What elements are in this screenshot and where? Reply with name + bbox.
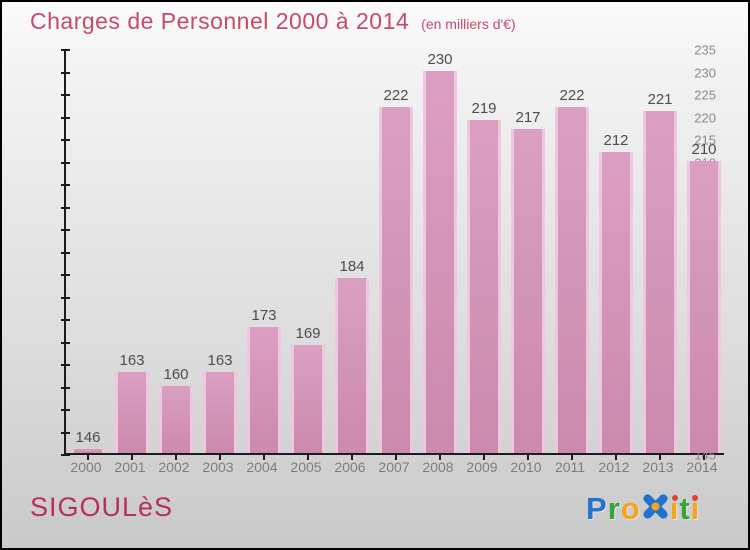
bar [335, 277, 369, 453]
bar-value-label: 169 [295, 325, 321, 342]
logo-letter: P [586, 491, 608, 526]
x-axis-tick [175, 455, 177, 460]
y-axis-tick [61, 49, 70, 51]
y-axis-tick [61, 184, 70, 186]
x-axis-tick [263, 455, 265, 460]
y-axis-tick [61, 296, 70, 299]
x-axis-tick [219, 455, 221, 460]
y-tick-label: 220 [694, 110, 716, 125]
bar-value-label: 146 [75, 428, 101, 446]
y-tick-label: 225 [694, 87, 716, 103]
x-axis-tick [395, 455, 397, 460]
x-tick-label: 2006 [334, 459, 366, 475]
y-axis-tick [61, 319, 70, 321]
bar [71, 448, 105, 453]
bar [203, 372, 237, 453]
x-axis-tick [439, 455, 441, 460]
x-tick-label: 2007 [378, 459, 410, 475]
bar [423, 70, 457, 453]
x-axis-tick [571, 455, 573, 460]
x-tick-label: 2000 [70, 459, 102, 475]
bar [159, 385, 193, 453]
x-tick-label: 2013 [642, 459, 674, 475]
chart-header: Charges de Personnel 2000 à 2014 (en mill… [30, 8, 516, 35]
x-axis-tick [87, 455, 89, 460]
bar-value-label: 217 [515, 109, 541, 126]
y-axis-tick [61, 229, 70, 231]
chart-title: Charges de Personnel 2000 à 2014 [30, 8, 410, 34]
bar [291, 345, 325, 453]
location-label: SIGOULèS [30, 492, 174, 522]
bar [115, 372, 149, 453]
y-axis-tick [61, 431, 70, 434]
x-tick-label: 2010 [510, 459, 542, 475]
bar [247, 327, 281, 453]
x-tick-label: 2005 [290, 459, 322, 475]
bar [643, 111, 677, 453]
y-tick-label: 215 [694, 132, 716, 148]
y-axis-tick [61, 116, 70, 119]
bar-value-label: 222 [383, 86, 409, 104]
bar [555, 106, 589, 453]
bar-value-label: 219 [471, 100, 497, 117]
x-axis-tick [351, 455, 353, 460]
logo-letter: ı [669, 491, 680, 526]
x-tick-label: 2002 [158, 459, 190, 475]
bar-value-label: 222 [559, 86, 585, 104]
x-tick-label: 2001 [114, 459, 146, 475]
x-tick-label: 2004 [246, 459, 278, 475]
bar [599, 151, 633, 453]
bar [467, 120, 501, 453]
x-axis-tick [131, 455, 133, 460]
y-axis-tick [61, 341, 70, 344]
bar-value-label: 160 [163, 365, 189, 383]
y-axis-tick [61, 94, 70, 96]
x-axis-tick [615, 455, 617, 460]
bar-value-label: 184 [339, 257, 365, 275]
y-tick-label: 235 [694, 42, 716, 58]
x-axis-tick [659, 455, 661, 460]
logo-letter: r [607, 491, 621, 526]
bar-value-label: 163 [207, 352, 233, 369]
bar [379, 106, 413, 453]
x-tick-label: 2003 [202, 459, 234, 475]
x-tick-label: 2011 [554, 459, 586, 475]
y-axis-tick [61, 71, 70, 74]
logo-letter: t [679, 491, 691, 526]
chart-subtitle: (en milliers d'€) [421, 16, 516, 32]
bar-value-label: 221 [647, 91, 673, 108]
logo-letter: o [620, 491, 641, 526]
bar [511, 129, 545, 453]
logo-letter: ı [690, 491, 701, 526]
x-axis-tick [703, 455, 705, 460]
bar [687, 160, 721, 453]
y-axis-tick [61, 386, 70, 389]
x-tick-label: 2014 [686, 459, 718, 475]
bar-value-label: 212 [603, 131, 629, 149]
x-logo-icon [641, 490, 670, 528]
x-axis-tick [483, 455, 485, 460]
y-axis-tick [61, 206, 70, 209]
bar-value-label: 163 [119, 352, 145, 369]
bar-value-label: 230 [427, 50, 453, 68]
plot-area: 1451501551601651701751801851901952002052… [61, 43, 724, 463]
y-axis-tick [61, 161, 70, 164]
y-axis-tick [61, 409, 70, 411]
x-axis-tick [527, 455, 529, 460]
x-axis-tick [307, 455, 309, 460]
bar-value-label: 210 [691, 140, 717, 158]
y-axis-tick [61, 364, 70, 366]
y-axis-tick [61, 139, 70, 141]
y-tick-label: 230 [694, 65, 716, 80]
y-axis-tick [61, 454, 70, 456]
x-tick-label: 2008 [422, 459, 454, 475]
bar-value-label: 173 [251, 307, 277, 324]
x-tick-label: 2009 [466, 459, 498, 475]
x-tick-label: 2012 [598, 459, 630, 475]
y-axis-tick [61, 251, 70, 254]
y-axis-tick [61, 274, 70, 276]
